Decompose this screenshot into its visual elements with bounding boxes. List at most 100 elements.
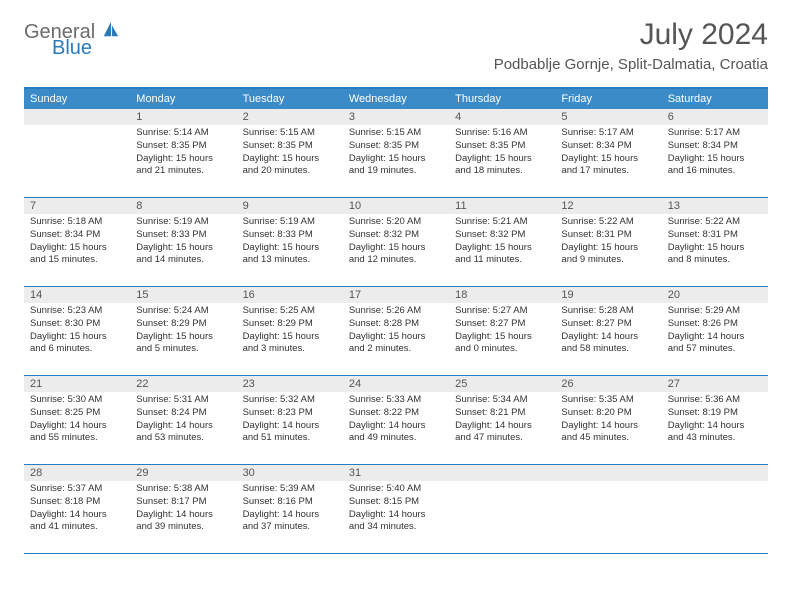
header: General Blue July 2024 Podbablje Gornje,… xyxy=(0,0,792,79)
week-row: 14Sunrise: 5:23 AMSunset: 8:30 PMDayligh… xyxy=(24,287,768,376)
day-cell: 15Sunrise: 5:24 AMSunset: 8:29 PMDayligh… xyxy=(130,287,236,375)
day-sunset: Sunset: 8:25 PM xyxy=(30,407,124,420)
day-sunset: Sunset: 8:29 PM xyxy=(136,318,230,331)
day-body: Sunrise: 5:16 AMSunset: 8:35 PMDaylight:… xyxy=(449,125,555,182)
day-cell: 5Sunrise: 5:17 AMSunset: 8:34 PMDaylight… xyxy=(555,109,661,197)
day-day1: Daylight: 14 hours xyxy=(668,331,762,344)
day-sunset: Sunset: 8:35 PM xyxy=(136,140,230,153)
day-cell: 29Sunrise: 5:38 AMSunset: 8:17 PMDayligh… xyxy=(130,465,236,553)
day-number: 15 xyxy=(130,287,236,303)
day-cell: 26Sunrise: 5:35 AMSunset: 8:20 PMDayligh… xyxy=(555,376,661,464)
day-body: Sunrise: 5:25 AMSunset: 8:29 PMDaylight:… xyxy=(237,303,343,360)
day-day2: and 21 minutes. xyxy=(136,165,230,178)
day-cell: 30Sunrise: 5:39 AMSunset: 8:16 PMDayligh… xyxy=(237,465,343,553)
day-sunset: Sunset: 8:27 PM xyxy=(455,318,549,331)
weekday-friday: Friday xyxy=(555,89,661,109)
day-number: 6 xyxy=(662,109,768,125)
day-number: 18 xyxy=(449,287,555,303)
day-sunrise: Sunrise: 5:20 AM xyxy=(349,216,443,229)
week-row: 21Sunrise: 5:30 AMSunset: 8:25 PMDayligh… xyxy=(24,376,768,465)
day-body: Sunrise: 5:30 AMSunset: 8:25 PMDaylight:… xyxy=(24,392,130,449)
day-day1: Daylight: 14 hours xyxy=(243,420,337,433)
day-day1: Daylight: 15 hours xyxy=(561,242,655,255)
day-body: Sunrise: 5:18 AMSunset: 8:34 PMDaylight:… xyxy=(24,214,130,271)
sail-icon xyxy=(102,20,120,38)
day-cell: 8Sunrise: 5:19 AMSunset: 8:33 PMDaylight… xyxy=(130,198,236,286)
day-day2: and 47 minutes. xyxy=(455,432,549,445)
day-sunrise: Sunrise: 5:21 AM xyxy=(455,216,549,229)
week-row: 1Sunrise: 5:14 AMSunset: 8:35 PMDaylight… xyxy=(24,109,768,198)
day-sunset: Sunset: 8:35 PM xyxy=(243,140,337,153)
day-sunset: Sunset: 8:16 PM xyxy=(243,496,337,509)
day-day2: and 43 minutes. xyxy=(668,432,762,445)
day-day2: and 45 minutes. xyxy=(561,432,655,445)
day-sunset: Sunset: 8:17 PM xyxy=(136,496,230,509)
day-number: 3 xyxy=(343,109,449,125)
day-cell xyxy=(662,465,768,553)
day-sunset: Sunset: 8:28 PM xyxy=(349,318,443,331)
logo: General Blue xyxy=(24,18,120,58)
day-day2: and 37 minutes. xyxy=(243,521,337,534)
day-sunrise: Sunrise: 5:34 AM xyxy=(455,394,549,407)
day-sunset: Sunset: 8:35 PM xyxy=(349,140,443,153)
day-cell: 14Sunrise: 5:23 AMSunset: 8:30 PMDayligh… xyxy=(24,287,130,375)
day-number: 5 xyxy=(555,109,661,125)
day-day1: Daylight: 15 hours xyxy=(349,331,443,344)
day-day1: Daylight: 14 hours xyxy=(349,420,443,433)
day-body: Sunrise: 5:34 AMSunset: 8:21 PMDaylight:… xyxy=(449,392,555,449)
day-number: 20 xyxy=(662,287,768,303)
day-number: 23 xyxy=(237,376,343,392)
day-number xyxy=(555,465,661,481)
day-day2: and 0 minutes. xyxy=(455,343,549,356)
day-cell: 19Sunrise: 5:28 AMSunset: 8:27 PMDayligh… xyxy=(555,287,661,375)
day-cell: 11Sunrise: 5:21 AMSunset: 8:32 PMDayligh… xyxy=(449,198,555,286)
day-number: 30 xyxy=(237,465,343,481)
title-block: July 2024 Podbablje Gornje, Split-Dalmat… xyxy=(494,18,768,73)
day-sunrise: Sunrise: 5:17 AM xyxy=(668,127,762,140)
weekday-thursday: Thursday xyxy=(449,89,555,109)
day-body: Sunrise: 5:19 AMSunset: 8:33 PMDaylight:… xyxy=(130,214,236,271)
day-sunset: Sunset: 8:34 PM xyxy=(668,140,762,153)
day-body xyxy=(24,125,130,131)
day-day1: Daylight: 15 hours xyxy=(30,331,124,344)
day-cell: 12Sunrise: 5:22 AMSunset: 8:31 PMDayligh… xyxy=(555,198,661,286)
month-title: July 2024 xyxy=(494,18,768,52)
day-day2: and 16 minutes. xyxy=(668,165,762,178)
day-day1: Daylight: 15 hours xyxy=(243,153,337,166)
day-body: Sunrise: 5:17 AMSunset: 8:34 PMDaylight:… xyxy=(662,125,768,182)
day-sunset: Sunset: 8:31 PM xyxy=(561,229,655,242)
day-day2: and 5 minutes. xyxy=(136,343,230,356)
day-cell: 20Sunrise: 5:29 AMSunset: 8:26 PMDayligh… xyxy=(662,287,768,375)
day-number: 29 xyxy=(130,465,236,481)
day-day1: Daylight: 14 hours xyxy=(243,509,337,522)
day-day2: and 11 minutes. xyxy=(455,254,549,267)
day-body: Sunrise: 5:15 AMSunset: 8:35 PMDaylight:… xyxy=(237,125,343,182)
day-sunset: Sunset: 8:31 PM xyxy=(668,229,762,242)
day-sunrise: Sunrise: 5:15 AM xyxy=(349,127,443,140)
day-cell: 2Sunrise: 5:15 AMSunset: 8:35 PMDaylight… xyxy=(237,109,343,197)
day-number: 21 xyxy=(24,376,130,392)
day-cell: 17Sunrise: 5:26 AMSunset: 8:28 PMDayligh… xyxy=(343,287,449,375)
day-cell: 9Sunrise: 5:19 AMSunset: 8:33 PMDaylight… xyxy=(237,198,343,286)
day-day1: Daylight: 15 hours xyxy=(668,242,762,255)
day-day1: Daylight: 15 hours xyxy=(136,153,230,166)
day-sunrise: Sunrise: 5:29 AM xyxy=(668,305,762,318)
day-number: 7 xyxy=(24,198,130,214)
day-number: 12 xyxy=(555,198,661,214)
day-cell: 13Sunrise: 5:22 AMSunset: 8:31 PMDayligh… xyxy=(662,198,768,286)
day-day2: and 55 minutes. xyxy=(30,432,124,445)
day-number: 31 xyxy=(343,465,449,481)
day-day2: and 41 minutes. xyxy=(30,521,124,534)
day-body xyxy=(555,481,661,487)
day-number: 10 xyxy=(343,198,449,214)
logo-text-blue: Blue xyxy=(52,38,120,58)
day-body: Sunrise: 5:35 AMSunset: 8:20 PMDaylight:… xyxy=(555,392,661,449)
day-sunrise: Sunrise: 5:26 AM xyxy=(349,305,443,318)
day-cell: 23Sunrise: 5:32 AMSunset: 8:23 PMDayligh… xyxy=(237,376,343,464)
day-number: 14 xyxy=(24,287,130,303)
weekday-saturday: Saturday xyxy=(662,89,768,109)
day-number: 9 xyxy=(237,198,343,214)
day-sunrise: Sunrise: 5:35 AM xyxy=(561,394,655,407)
day-sunset: Sunset: 8:19 PM xyxy=(668,407,762,420)
day-body: Sunrise: 5:29 AMSunset: 8:26 PMDaylight:… xyxy=(662,303,768,360)
